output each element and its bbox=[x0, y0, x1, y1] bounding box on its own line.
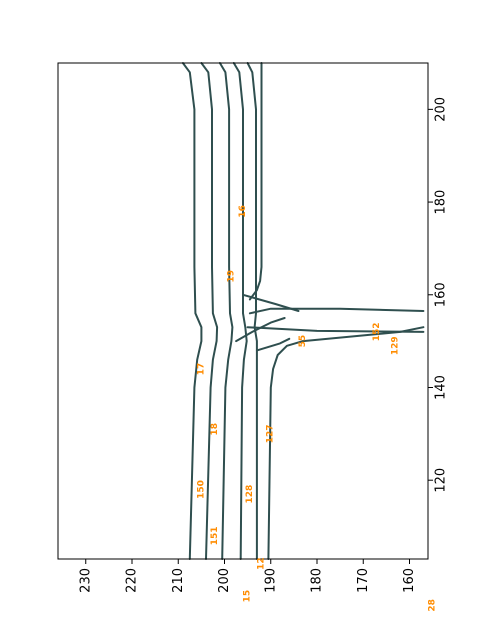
y-axis: 230 220 210 200 190 180 170 160 bbox=[78, 559, 417, 593]
lane-label: 151 bbox=[210, 526, 220, 545]
lane-label: 17 bbox=[196, 363, 206, 376]
x-tick-label: 120 bbox=[434, 468, 449, 493]
y-tick-label: 160 bbox=[402, 568, 417, 593]
y-tick-label: 170 bbox=[356, 568, 371, 593]
plot-frame bbox=[57, 62, 429, 560]
road-line-5 bbox=[246, 62, 258, 560]
road-line-1 bbox=[181, 62, 203, 560]
lane-label: 152 bbox=[372, 322, 382, 341]
lane-label: 129 bbox=[391, 336, 401, 355]
x-tick-label: 180 bbox=[434, 190, 449, 215]
road-line-13 bbox=[248, 62, 263, 301]
y-tick-label: 180 bbox=[310, 568, 325, 593]
lane-label: 127 bbox=[266, 424, 276, 443]
lane-label: 16 bbox=[238, 205, 248, 218]
x-tick-label: 200 bbox=[434, 97, 449, 122]
x-axis: 120 140 160 180 200 bbox=[428, 97, 449, 493]
road-line-3 bbox=[218, 62, 234, 560]
road-lines bbox=[181, 62, 425, 560]
lane-label: 12 bbox=[257, 557, 267, 570]
y-tick-label: 210 bbox=[171, 568, 186, 593]
y-tick-label: 190 bbox=[263, 568, 278, 593]
lane-labels: 17 18 150 151 128 127 12 15 55 152 129 19 16 28 bbox=[196, 205, 437, 612]
road-line-2 bbox=[200, 62, 219, 560]
y-tick-label: 200 bbox=[217, 568, 232, 593]
road-line-4 bbox=[232, 62, 248, 560]
y-tick-label: 230 bbox=[78, 568, 93, 593]
road-line-12 bbox=[255, 337, 291, 352]
road-line-8 bbox=[246, 326, 425, 333]
lane-label: 18 bbox=[210, 423, 220, 436]
lane-label: 15 bbox=[243, 590, 253, 603]
lane-label: 28 bbox=[428, 599, 438, 612]
lane-label: 19 bbox=[226, 270, 236, 283]
road-line-6 bbox=[267, 340, 305, 560]
lane-label: 55 bbox=[298, 335, 308, 348]
x-tick-label: 160 bbox=[434, 282, 449, 307]
road-line-11 bbox=[235, 317, 286, 343]
road-line-7 bbox=[302, 326, 425, 343]
x-tick-label: 140 bbox=[434, 375, 449, 400]
road-line-10 bbox=[242, 293, 300, 312]
lane-label: 150 bbox=[196, 480, 206, 499]
road-line-9 bbox=[248, 307, 425, 315]
lane-label: 128 bbox=[245, 485, 255, 504]
y-tick-label: 220 bbox=[125, 568, 140, 593]
